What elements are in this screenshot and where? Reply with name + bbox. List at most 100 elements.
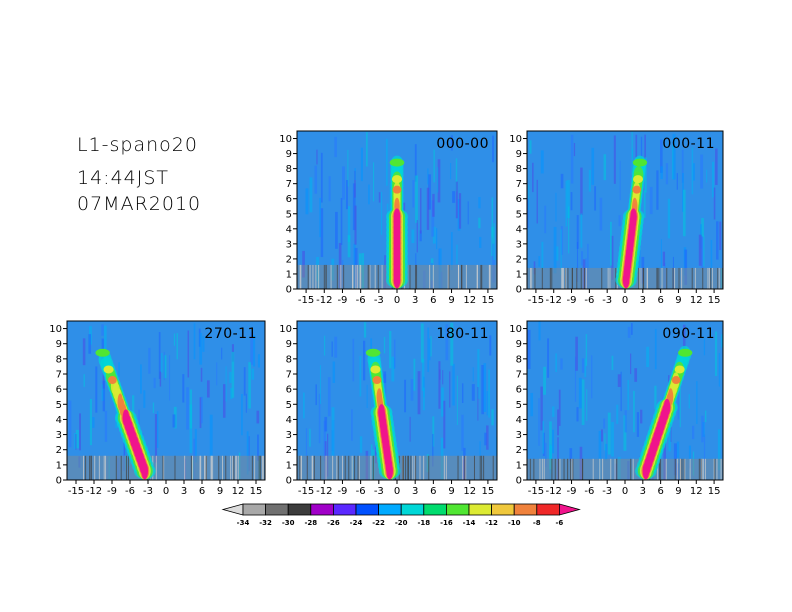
noise-streak [712,161,715,198]
x-tick-label: -15 [68,486,84,497]
panel-label: 000-00 [436,136,489,152]
plume-cell [108,376,117,385]
noise-streak [92,417,95,428]
noise-streak [68,400,72,448]
noise-streak [557,437,559,480]
clutter-streak [402,455,404,480]
clutter-streak [403,455,405,480]
noise-streak [158,332,161,379]
clutter-streak [704,458,706,480]
plume-cell [632,158,648,167]
y-tick-label: 9 [516,339,522,350]
noise-streak [426,187,430,230]
colorbar-cell [423,503,447,516]
panel-label: 270-11 [204,326,257,342]
clutter-streak [678,267,680,289]
noise-streak [361,253,365,289]
clutter-streak [464,455,466,480]
clutter-streak [492,455,494,480]
colorbar-cell [468,503,493,516]
noise-streak [360,147,363,182]
clutter-streak [230,455,232,480]
noise-streak [353,243,356,289]
clutter-streak [558,458,560,480]
colorbar-label: -26 [327,519,340,527]
colorbar-label: -8 [533,519,541,527]
noise-streak [200,367,203,382]
y-tick-label: 6 [516,194,522,205]
noise-streak [491,197,494,238]
y-tick-label: 3 [286,430,292,441]
plume-cell [678,348,693,357]
clutter-streak [529,458,531,480]
x-tick-label: -3 [602,295,612,306]
noise-streak [340,197,343,245]
noise-streak [324,416,328,432]
noise-streak [461,414,464,451]
clutter-streak [713,458,715,480]
noise-streak [611,422,614,457]
clutter-streak [632,458,634,480]
x-tick-label: 9 [675,486,681,497]
noise-streak [252,334,256,367]
colorbar-cell [536,503,560,516]
noise-streak [303,392,305,419]
noise-streak [352,338,355,382]
noise-streak [663,430,666,480]
clutter-streak [155,455,157,480]
clutter-streak [414,455,416,480]
noise-streak [385,138,388,186]
noise-streak [553,226,557,274]
clutter-streak [445,455,447,480]
plume-cell [103,365,114,374]
noise-streak [414,144,417,182]
clutter-streak [332,455,334,480]
clutter-streak [357,264,359,289]
clutter-streak [661,267,663,289]
clutter-streak [531,267,533,289]
noise-streak [538,256,541,267]
noise-streak [613,135,616,184]
y-tick-label: 8 [286,164,292,175]
x-tick-label: -6 [125,486,135,497]
noise-streak [706,169,708,183]
plume-cell [370,365,381,374]
clutter-streak [448,264,450,289]
clutter-streak [489,264,491,289]
clutter-streak [221,455,223,480]
clutter-streak [307,264,309,289]
noise-streak [623,415,627,451]
clutter-streak [614,458,616,480]
noise-streak [309,177,313,213]
noise-streak [703,337,706,356]
noise-streak [209,414,213,458]
noise-streak [662,251,666,266]
noise-streak [692,451,695,476]
x-tick-label: 6 [430,295,436,306]
colorbar-cell [265,503,289,516]
clutter-streak [199,455,201,480]
noise-streak [359,356,362,397]
y-tick-label: 6 [286,194,292,205]
clutter-streak [694,267,696,289]
noise-streak [432,416,435,447]
noise-streak [101,324,104,336]
noise-streak [581,379,585,426]
clutter-streak [368,264,370,289]
noise-streak [319,365,322,405]
noise-streak [472,367,474,382]
x-tick-label: 0 [622,295,628,306]
noise-streak [363,322,367,338]
noise-streak [194,428,197,463]
noise-streak [486,425,489,450]
clutter-streak [616,458,618,480]
clutter-streak [717,267,719,289]
noise-streak [248,436,250,472]
plume-cell [630,208,637,226]
x-tick-label: -15 [528,295,544,306]
clutter-streak [480,264,482,289]
clutter-streak [360,264,362,289]
x-tick-label: 12 [232,486,245,497]
clutter-streak [336,455,338,480]
noise-streak [378,192,381,203]
